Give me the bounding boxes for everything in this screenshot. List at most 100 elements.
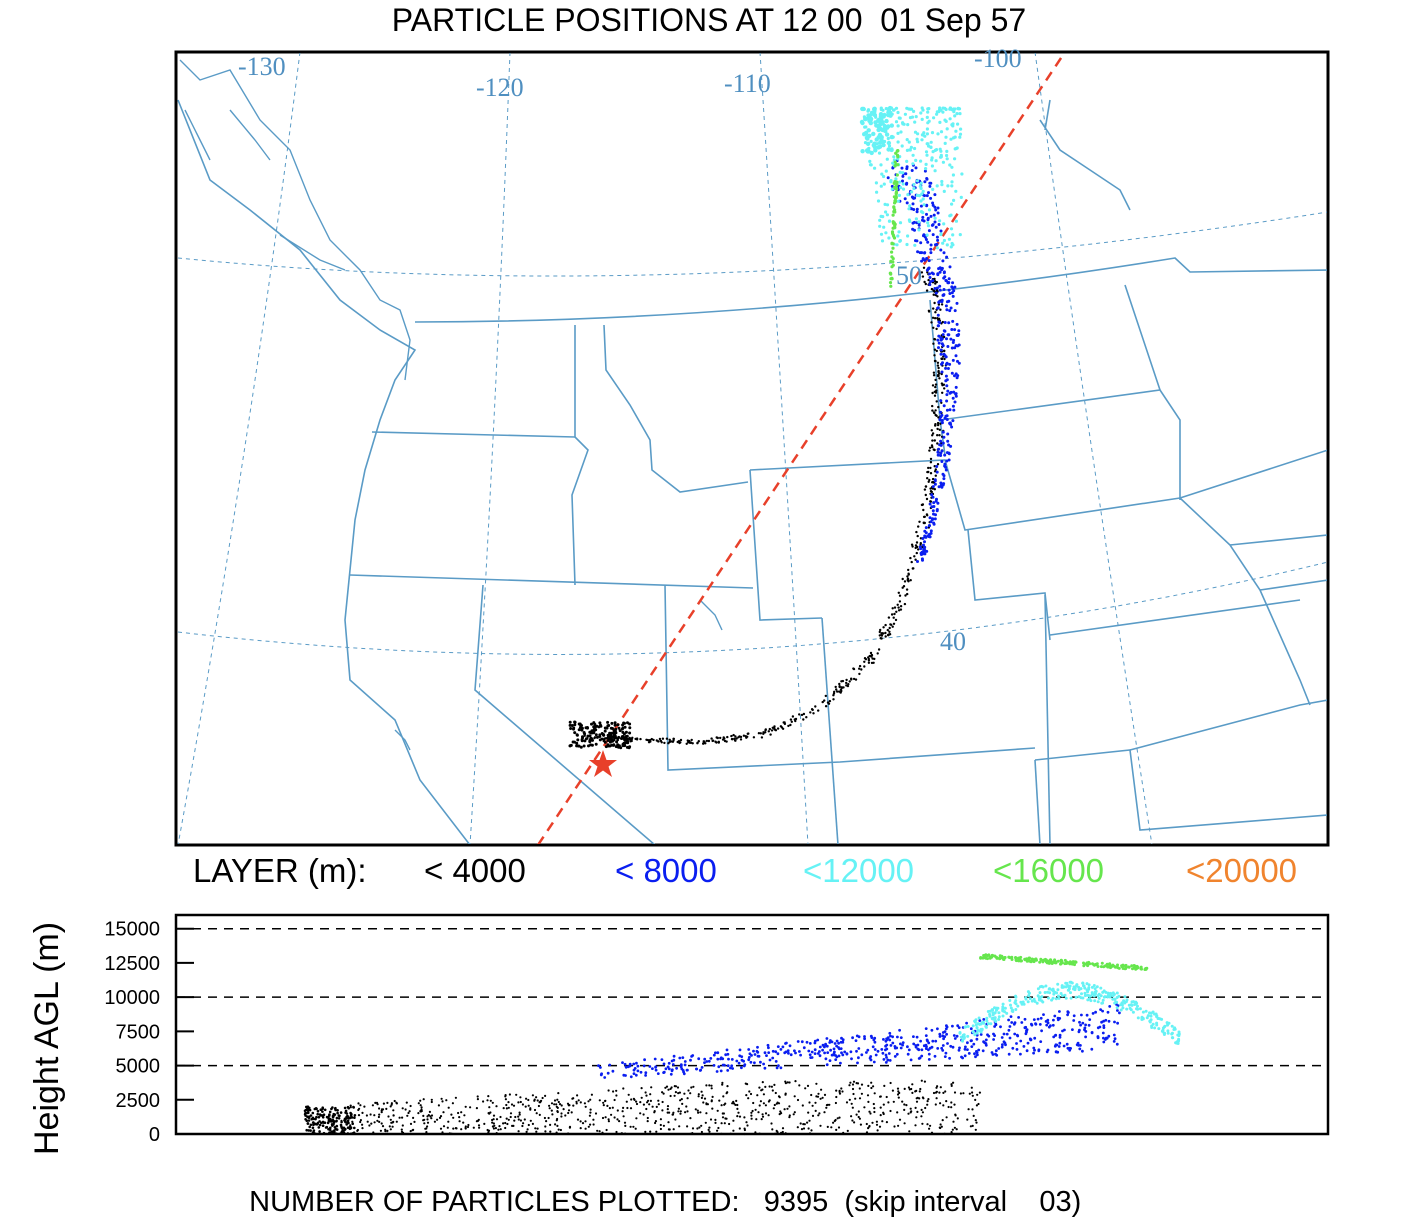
profile-particle-mid xyxy=(873,1036,877,1040)
profile-particle-low xyxy=(732,1119,735,1122)
profile-particle-low xyxy=(322,1121,325,1124)
map-particle-high xyxy=(872,144,878,150)
map-particle-low xyxy=(922,515,926,519)
profile-particle-low xyxy=(307,1111,310,1115)
map-particle-low xyxy=(690,738,693,742)
profile-particle-low xyxy=(307,1116,311,1119)
profile-particle-low xyxy=(406,1114,409,1117)
profile-particle-low xyxy=(673,1094,676,1097)
map-particle-mid xyxy=(935,497,938,501)
profile-particle-mid xyxy=(1007,1018,1010,1022)
profile-particle-upper xyxy=(1124,963,1128,967)
profile-particle-low xyxy=(557,1100,560,1104)
profile-particle-high xyxy=(1149,1018,1153,1022)
profile-particle-mid xyxy=(632,1068,636,1072)
profile-particle-mid xyxy=(1085,1013,1089,1017)
profile-particle-low xyxy=(939,1086,942,1089)
map-particle-mid xyxy=(927,229,931,233)
profile-particle-low xyxy=(926,1103,929,1106)
profile-particle-low xyxy=(788,1081,791,1084)
map-particle-mid xyxy=(941,361,944,365)
map-particle-mid xyxy=(936,501,940,505)
profile-particle-low xyxy=(928,1127,931,1130)
map-particle-mid xyxy=(923,194,926,198)
profile-particle-low xyxy=(866,1094,870,1097)
map-particle-low xyxy=(928,449,931,452)
profile-particle-low xyxy=(634,1127,637,1130)
profile-particle-low xyxy=(871,1121,874,1124)
profile-particle-low xyxy=(896,1111,899,1114)
profile-particle-mid xyxy=(948,1056,951,1060)
profile-particle-upper xyxy=(1117,966,1121,970)
profile-particle-low xyxy=(334,1106,337,1110)
profile-particle-low xyxy=(372,1131,375,1134)
profile-particle-low xyxy=(671,1113,674,1116)
profile-particle-low xyxy=(426,1115,429,1118)
profile-particle-low xyxy=(505,1117,508,1120)
map-particle-low xyxy=(624,730,628,734)
map-particle-mid xyxy=(936,238,940,242)
profile-particle-high xyxy=(1061,994,1064,998)
profile-particle-high xyxy=(958,1031,962,1035)
map-particle-mid xyxy=(931,485,935,489)
profile-particle-low xyxy=(395,1120,398,1123)
map-particle-high xyxy=(950,241,954,246)
profile-particle-low xyxy=(312,1123,315,1127)
profile-particle-low xyxy=(450,1132,453,1135)
map-particle-mid xyxy=(939,454,943,457)
profile-particle-high xyxy=(1009,1006,1013,1010)
profile-particle-high xyxy=(1140,1016,1144,1020)
map-particle-high xyxy=(933,169,937,173)
profile-particle-upper xyxy=(1019,959,1023,963)
profile-particle-low xyxy=(371,1104,374,1107)
profile-particle-low xyxy=(544,1125,547,1128)
profile-particle-high xyxy=(991,1017,994,1021)
profile-particle-mid xyxy=(1065,1042,1069,1046)
map-particle-mid xyxy=(905,201,909,205)
map-particle-high xyxy=(951,124,955,128)
profile-particle-low xyxy=(910,1087,913,1091)
profile-particle-upper xyxy=(1087,962,1091,966)
profile-particle-low xyxy=(356,1128,359,1132)
profile-particle-mid xyxy=(860,1053,864,1057)
profile-particle-low xyxy=(346,1132,349,1135)
profile-particle-mid xyxy=(775,1066,779,1070)
profile-particle-high xyxy=(1125,1007,1129,1011)
map-particle-mid xyxy=(903,197,907,201)
map-particle-mid xyxy=(932,501,936,505)
profile-particle-high xyxy=(1148,1011,1151,1015)
profile-particle-low xyxy=(390,1102,393,1105)
map-particle-high xyxy=(945,149,949,153)
profile-particle-high xyxy=(991,1008,995,1012)
profile-particle-low xyxy=(707,1128,710,1131)
profile-particle-low xyxy=(380,1109,383,1112)
profile-particle-high xyxy=(1077,995,1081,999)
profile-particle-mid xyxy=(946,1042,949,1045)
profile-particle-low xyxy=(951,1128,954,1131)
map-particle-high xyxy=(875,190,879,194)
map-particle-low xyxy=(568,723,572,727)
profile-particle-high xyxy=(980,1021,984,1025)
profile-particle-mid xyxy=(1078,1047,1082,1051)
map-particle-low xyxy=(715,736,718,739)
profile-particle-low xyxy=(942,1091,945,1094)
profile-particle-high xyxy=(1059,992,1063,995)
profile-particle-mid xyxy=(945,1032,948,1036)
profile-particle-low xyxy=(954,1114,957,1117)
map-particle-low xyxy=(934,383,938,386)
map-particle-high xyxy=(877,144,883,149)
profile-particle-low xyxy=(661,1091,664,1094)
profile-particle-mid xyxy=(920,1054,924,1058)
profile-particle-mid xyxy=(818,1045,822,1049)
map-particle-low xyxy=(888,626,891,630)
profile-particle-mid xyxy=(634,1073,638,1077)
map-particle-mid xyxy=(940,421,944,425)
profile-particle-high xyxy=(984,1025,988,1029)
profile-particle-mid xyxy=(944,1051,948,1055)
profile-particle-low xyxy=(352,1131,356,1134)
profile-particle-mid xyxy=(1083,1028,1086,1032)
profile-particle-high xyxy=(980,1027,984,1031)
profile-particle-mid xyxy=(809,1056,813,1059)
profile-particle-low xyxy=(692,1085,695,1088)
profile-particle-high xyxy=(1001,1009,1005,1013)
